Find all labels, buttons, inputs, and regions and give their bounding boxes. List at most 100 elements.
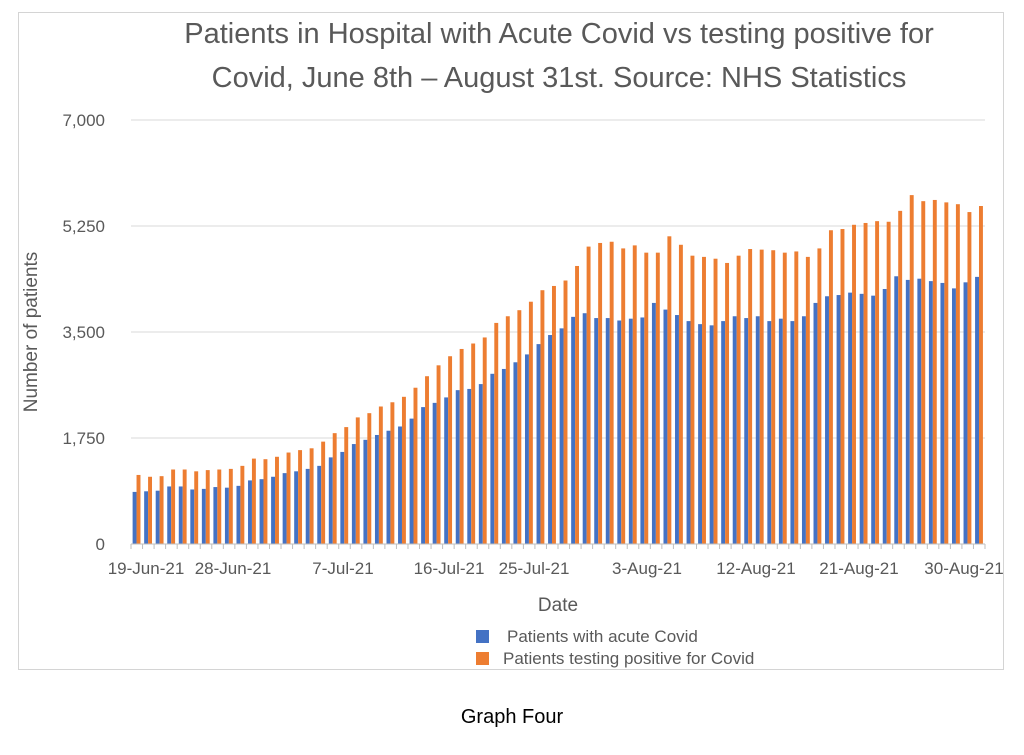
x-tick-label: 3-Aug-21 xyxy=(612,559,682,578)
bar-positive xyxy=(332,433,337,544)
bar-positive xyxy=(471,343,476,544)
bar-acute xyxy=(813,302,818,544)
bar-positive xyxy=(228,468,233,544)
bar-positive xyxy=(667,236,672,544)
bar-positive xyxy=(355,417,360,544)
bars xyxy=(132,195,983,545)
bar-acute xyxy=(178,486,183,544)
bar-acute xyxy=(478,384,483,544)
bar-acute xyxy=(709,325,714,544)
bar-acute xyxy=(617,320,622,544)
bar-positive xyxy=(909,195,914,544)
bar-acute xyxy=(167,486,172,544)
bar-acute xyxy=(940,282,945,544)
bar-acute xyxy=(317,465,322,544)
bar-acute xyxy=(594,318,599,544)
bar-positive xyxy=(852,224,856,544)
x-tick-label: 7-Jul-21 xyxy=(312,559,373,578)
bar-acute xyxy=(975,276,979,544)
bar-positive xyxy=(621,248,626,544)
gridlines xyxy=(131,119,985,439)
bar-acute xyxy=(559,328,564,544)
bar-positive xyxy=(598,242,603,544)
bar-positive xyxy=(782,252,787,544)
bar-acute xyxy=(686,321,691,544)
bar-acute xyxy=(398,426,402,544)
bar-positive xyxy=(425,376,429,544)
x-tick-label: 16-Jul-21 xyxy=(414,559,485,578)
x-tick-label: 28-Jun-21 xyxy=(195,559,272,578)
bar-positive xyxy=(805,256,810,544)
bar-acute xyxy=(548,335,552,544)
bar-positive xyxy=(967,212,972,544)
bar-positive xyxy=(309,448,314,544)
bar-acute xyxy=(490,373,495,544)
bar-positive xyxy=(978,206,983,545)
bar-acute xyxy=(848,292,853,544)
bar-acute xyxy=(651,302,656,544)
x-tick-label: 25-Jul-21 xyxy=(499,559,570,578)
bar-acute xyxy=(744,318,749,544)
bar-acute xyxy=(640,317,645,544)
bar-acute xyxy=(790,321,795,544)
x-tick-label: 12-Aug-21 xyxy=(716,559,795,578)
x-tick-label: 30-Aug-21 xyxy=(924,559,1003,578)
bar-positive xyxy=(644,252,649,544)
bar-positive xyxy=(655,252,660,544)
bar-acute xyxy=(663,309,668,544)
bar-acute xyxy=(582,313,587,544)
chart-frame: Patients in Hospital with Acute Covid vs… xyxy=(18,12,1004,670)
y-tick-label: 7,000 xyxy=(62,111,105,130)
bar-acute xyxy=(294,471,299,544)
bar-acute xyxy=(282,473,287,544)
chart-title-line-1: Patients in Hospital with Acute Covid vs… xyxy=(184,18,934,50)
bar-positive xyxy=(840,229,845,544)
bar-positive xyxy=(286,452,291,544)
bar-acute xyxy=(236,485,241,544)
chart-title: Patients in Hospital with Acute Covid vs… xyxy=(184,18,934,94)
bar-acute xyxy=(536,344,541,544)
bar-acute xyxy=(698,324,703,544)
legend-label-acute: Patients with acute Covid xyxy=(507,627,698,646)
x-axis-label: Date xyxy=(538,595,578,616)
bar-positive xyxy=(321,441,326,544)
bar-positive xyxy=(944,202,949,544)
bar-acute xyxy=(259,479,264,544)
bar-acute xyxy=(755,316,760,544)
bar-acute xyxy=(213,487,218,544)
bar-positive xyxy=(494,322,499,544)
bar-acute xyxy=(132,491,137,544)
bar-positive xyxy=(159,476,164,544)
bar-acute xyxy=(328,457,333,544)
bar-positive xyxy=(505,316,510,544)
bar-positive xyxy=(517,310,522,544)
bar-acute xyxy=(894,276,899,544)
bar-positive xyxy=(171,469,176,544)
bar-acute xyxy=(767,321,772,544)
bar-acute xyxy=(605,318,610,544)
x-axis: 19-Jun-21 28-Jun-21 7-Jul-21 16-Jul-21 25-Ju… xyxy=(108,543,1004,578)
bar-positive xyxy=(586,246,591,544)
bar-acute xyxy=(421,407,426,544)
bar-positive xyxy=(898,210,903,544)
bar-positive xyxy=(275,456,279,544)
bar-acute xyxy=(825,296,829,544)
legend-swatch-acute xyxy=(476,630,489,643)
bar-acute xyxy=(271,476,276,544)
bar-acute xyxy=(444,397,449,544)
bar-positive xyxy=(413,387,418,544)
legend: Patients with acute Covid Patients testi… xyxy=(476,627,754,668)
bar-acute xyxy=(248,480,252,544)
bar-positive xyxy=(240,465,245,544)
bar-positive xyxy=(817,248,822,544)
chart-title-line-2: Covid, June 8th – August 31st. Source: N… xyxy=(212,62,907,94)
bar-positive xyxy=(182,469,187,544)
bar-positive xyxy=(713,258,718,544)
bar-acute xyxy=(340,451,345,544)
bar-positive xyxy=(367,413,372,544)
bar-positive xyxy=(251,458,256,544)
bar-positive xyxy=(886,221,891,544)
bar-acute xyxy=(513,362,518,544)
bar-acute xyxy=(386,430,391,544)
bar-positive xyxy=(298,450,303,544)
